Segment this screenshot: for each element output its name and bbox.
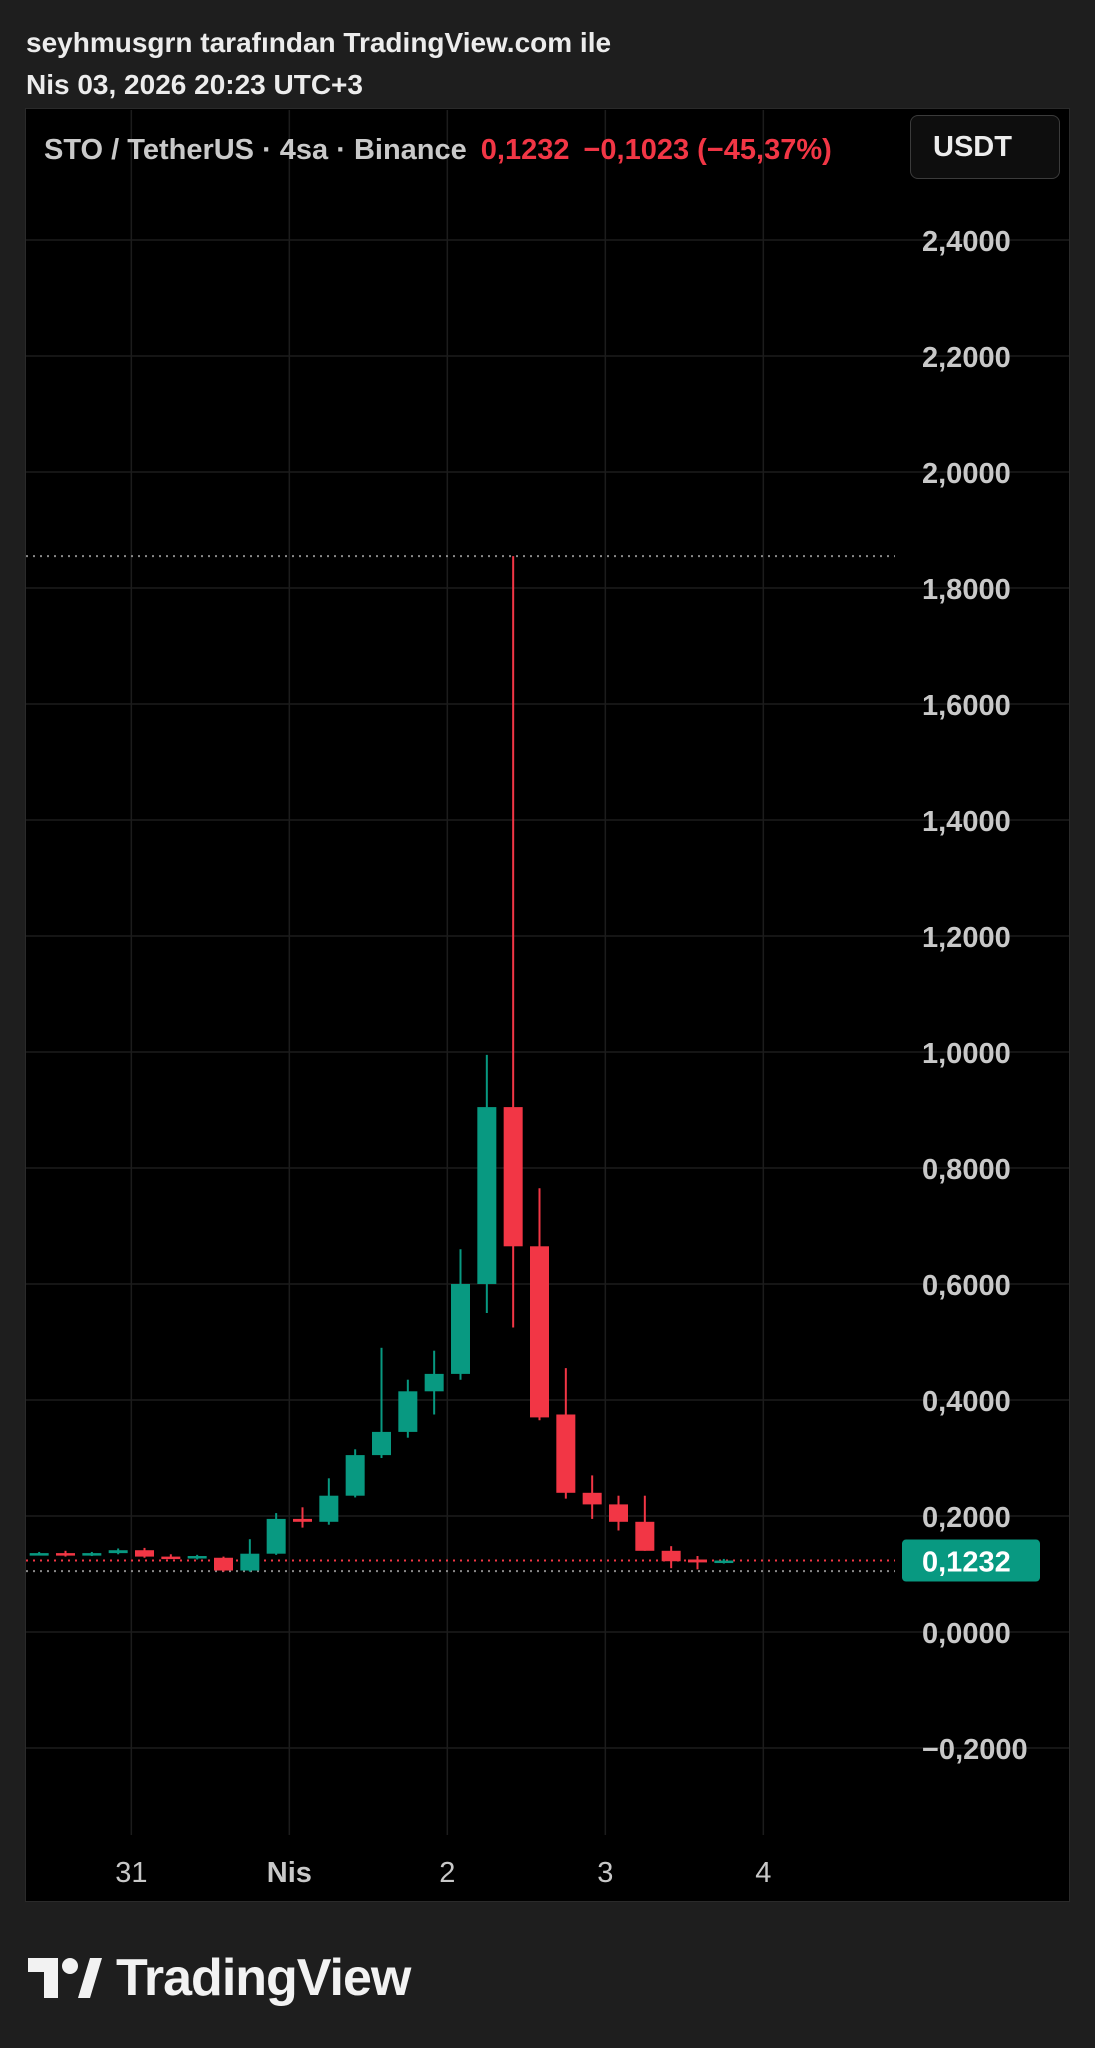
candle-body: [161, 1556, 181, 1560]
candle-body: [56, 1553, 75, 1556]
candle-body: [345, 1455, 365, 1496]
y-tick-label: 0,8000: [922, 1154, 1011, 1186]
candle-body: [530, 1246, 549, 1418]
candle-body: [661, 1550, 681, 1562]
header: seyhmusgrn tarafından TradingView.com il…: [26, 22, 611, 106]
y-tick-label: 1,0000: [922, 1038, 1011, 1070]
candle-body: [214, 1557, 233, 1571]
candle-body: [503, 1107, 523, 1247]
candle-body: [635, 1521, 655, 1551]
y-tick-label: −0,2000: [922, 1734, 1028, 1766]
candle-body: [108, 1550, 128, 1554]
attribution-text: seyhmusgrn tarafından TradingView.com il…: [26, 27, 612, 58]
last-price-badge: [902, 1539, 1040, 1582]
tradingview-logo-icon: [28, 1958, 102, 1998]
y-tick-label: 0,4000: [922, 1386, 1011, 1418]
legend-symbol: STO / TetherUS · 4sa · Binance: [44, 134, 467, 166]
y-tick-label: 2,4000: [922, 226, 1011, 258]
y-tick-label: 0,6000: [922, 1270, 1011, 1302]
candle-body: [688, 1559, 707, 1563]
last-price-label: 0,1232: [922, 1547, 1011, 1579]
y-tick-label: 1,6000: [922, 690, 1011, 722]
brand-wordmark: TradingView: [116, 1949, 411, 2007]
candle-body: [398, 1391, 418, 1432]
y-tick-label: 0,2000: [922, 1502, 1011, 1534]
candle-body: [582, 1492, 602, 1505]
candle-body: [372, 1431, 391, 1456]
candle-body: [293, 1518, 312, 1522]
legend-price: 0,1232: [480, 134, 570, 166]
candle-body: [556, 1414, 576, 1493]
snapshot-datetime: Nis 03, 2026 20:23 UTC+3: [26, 69, 363, 100]
candle-body: [424, 1373, 444, 1392]
candle-body: [609, 1504, 628, 1522]
candle-body: [135, 1550, 154, 1557]
legend-change: −0,1023 (−45,37%): [583, 134, 832, 166]
candle-body: [477, 1107, 497, 1284]
chart-legend: STO / TetherUS · 4sa · Binance 0,1232 −0,1…: [44, 132, 832, 168]
y-tick-label: 1,2000: [922, 922, 1011, 954]
y-tick-label: 0,0000: [922, 1618, 1011, 1650]
candle-body: [29, 1553, 49, 1556]
tradingview-logo: TradingView: [28, 1948, 411, 2008]
candle-body: [266, 1518, 286, 1554]
y-tick-label: 2,0000: [922, 458, 1011, 490]
candle-body: [451, 1284, 470, 1374]
currency-button[interactable]: USDT: [910, 115, 1060, 179]
x-tick-label: 2: [439, 1857, 455, 1889]
x-tick-label: 31: [115, 1857, 147, 1889]
candle-body: [240, 1553, 260, 1571]
y-tick-label: 1,4000: [922, 806, 1011, 838]
x-tick-label: 4: [755, 1857, 771, 1889]
y-tick-label: 1,8000: [922, 574, 1011, 606]
x-tick-label: Nis: [267, 1857, 312, 1889]
candle-body: [319, 1495, 339, 1522]
candle-body: [714, 1560, 734, 1564]
y-tick-label: 2,2000: [922, 342, 1011, 374]
candle-body: [82, 1553, 102, 1556]
candle-body: [187, 1556, 207, 1559]
chart-panel[interactable]: [25, 108, 1070, 1902]
candlestick-chart[interactable]: 2,4000 2,2000 2,0000 1,8000 1,6000 1,4000 1,20…: [0, 0, 1095, 1960]
x-tick-label: 3: [597, 1857, 613, 1889]
